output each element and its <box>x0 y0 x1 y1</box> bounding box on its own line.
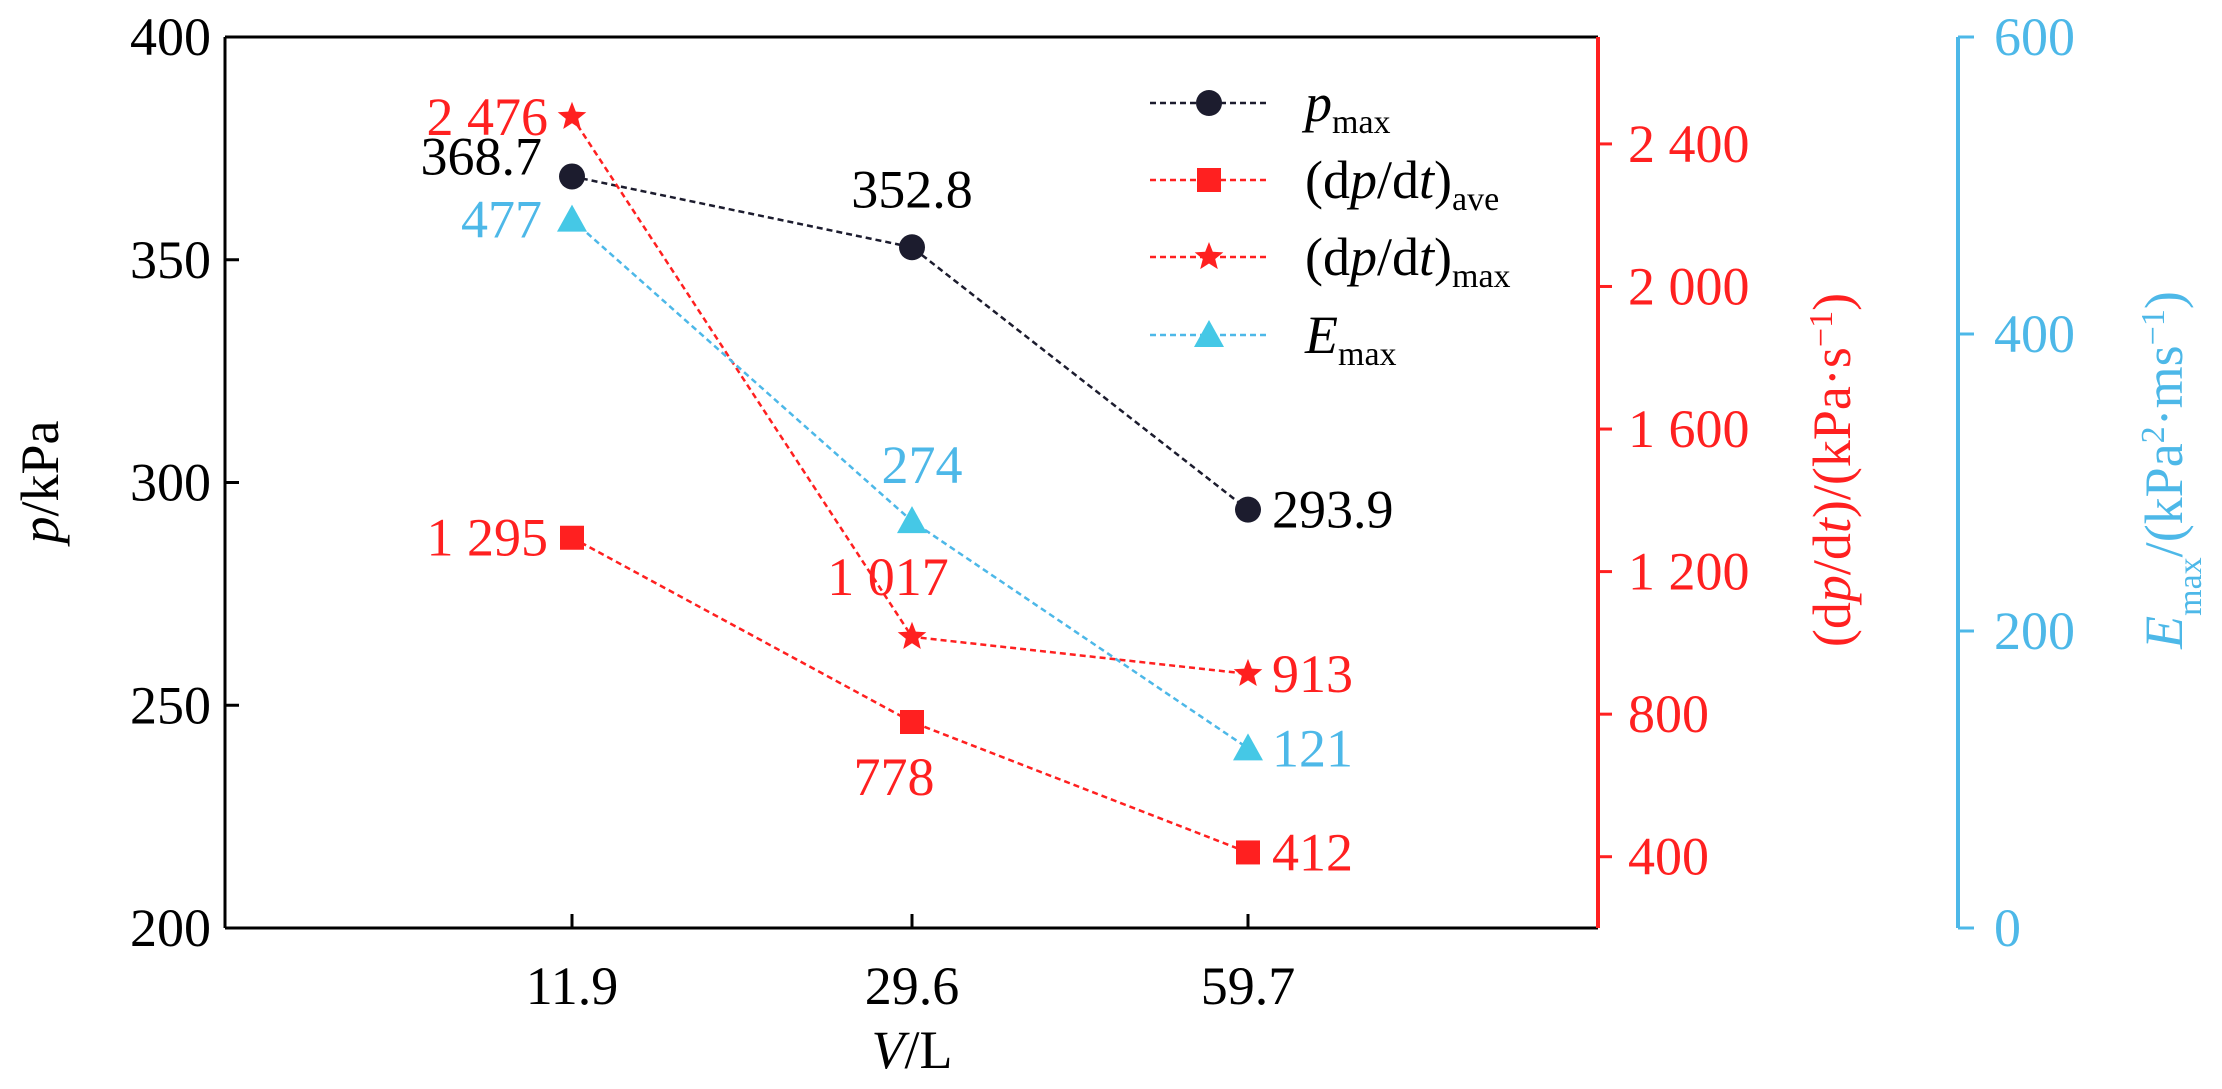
data-point-star <box>1233 658 1263 686</box>
left-axis-title: p/kPa <box>10 420 70 547</box>
data-point-star <box>557 101 587 129</box>
data-point-circle <box>559 163 585 190</box>
x-axis-title: V/L <box>872 1020 953 1080</box>
data-label-3: 274 <box>882 435 963 495</box>
right-axis-1-tick-label: 1 600 <box>1628 399 1750 459</box>
legend-marker-triangle <box>1194 320 1224 347</box>
legend-label: pmax <box>1301 73 1391 141</box>
right-axis-1-title: (dp/dt)/(kPa·s−1) <box>1802 293 1862 647</box>
data-label-0: 293.9 <box>1272 480 1394 540</box>
data-point-triangle <box>1233 733 1263 761</box>
legend-marker-square <box>1197 168 1221 192</box>
right-axis-1-tick-label: 800 <box>1628 684 1709 744</box>
left-axis-tick-label: 300 <box>130 453 211 513</box>
left-axis-tick-label: 400 <box>130 7 211 67</box>
right-axis-1-tick-label: 1 200 <box>1628 542 1750 602</box>
legend-label: (dp/dt)max <box>1305 227 1511 295</box>
data-point-square <box>900 710 924 735</box>
data-label-0: 352.8 <box>851 159 973 219</box>
data-label-1: 778 <box>854 747 935 807</box>
data-point-triangle <box>897 506 927 534</box>
data-point-square <box>560 525 584 550</box>
right-axis-1-tick-label: 400 <box>1628 827 1709 887</box>
right-axis-2-tick-label: 200 <box>1994 601 2075 661</box>
data-point-square <box>1236 840 1260 865</box>
data-label-2: 1 017 <box>827 547 949 607</box>
left-axis-tick-label: 350 <box>130 230 211 290</box>
series-line-0 <box>571 175 1249 511</box>
data-point-triangle <box>557 204 587 232</box>
right-axis-1-tick-label: 2 000 <box>1628 256 1750 316</box>
data-point-circle <box>1235 496 1261 523</box>
right-axis-2-tick-label: 0 <box>1994 898 2021 958</box>
data-point-circle <box>899 234 925 261</box>
data-label-0: 368.7 <box>421 126 543 186</box>
data-point-star <box>897 621 927 649</box>
data-label-2: 2 476 <box>427 87 549 147</box>
right-axis-2-tick-label: 600 <box>1994 7 2075 67</box>
right-axis-2-title: Emax/(kPa2·ms−1) <box>2134 291 2209 650</box>
legend-label: (dp/dt)ave <box>1305 150 1499 218</box>
data-label-3: 121 <box>1272 718 1353 778</box>
left-axis-tick-label: 250 <box>130 675 211 735</box>
data-label-2: 913 <box>1272 644 1353 704</box>
data-label-1: 1 295 <box>427 508 549 568</box>
x-axis-tick-label: 59.7 <box>1201 956 1296 1016</box>
x-axis-tick-label: 29.6 <box>865 956 960 1016</box>
x-axis-tick-label: 11.9 <box>526 956 619 1016</box>
data-label-1: 412 <box>1272 822 1353 882</box>
data-label-3: 477 <box>461 190 542 250</box>
right-axis-2-tick-label: 400 <box>1994 304 2075 364</box>
legend-marker-star <box>1194 242 1224 270</box>
legend-label: Emax <box>1304 305 1397 373</box>
legend-marker-circle <box>1196 90 1222 116</box>
right-axis-1-tick-label: 2 400 <box>1628 114 1750 174</box>
left-axis-tick-label: 200 <box>130 898 211 958</box>
